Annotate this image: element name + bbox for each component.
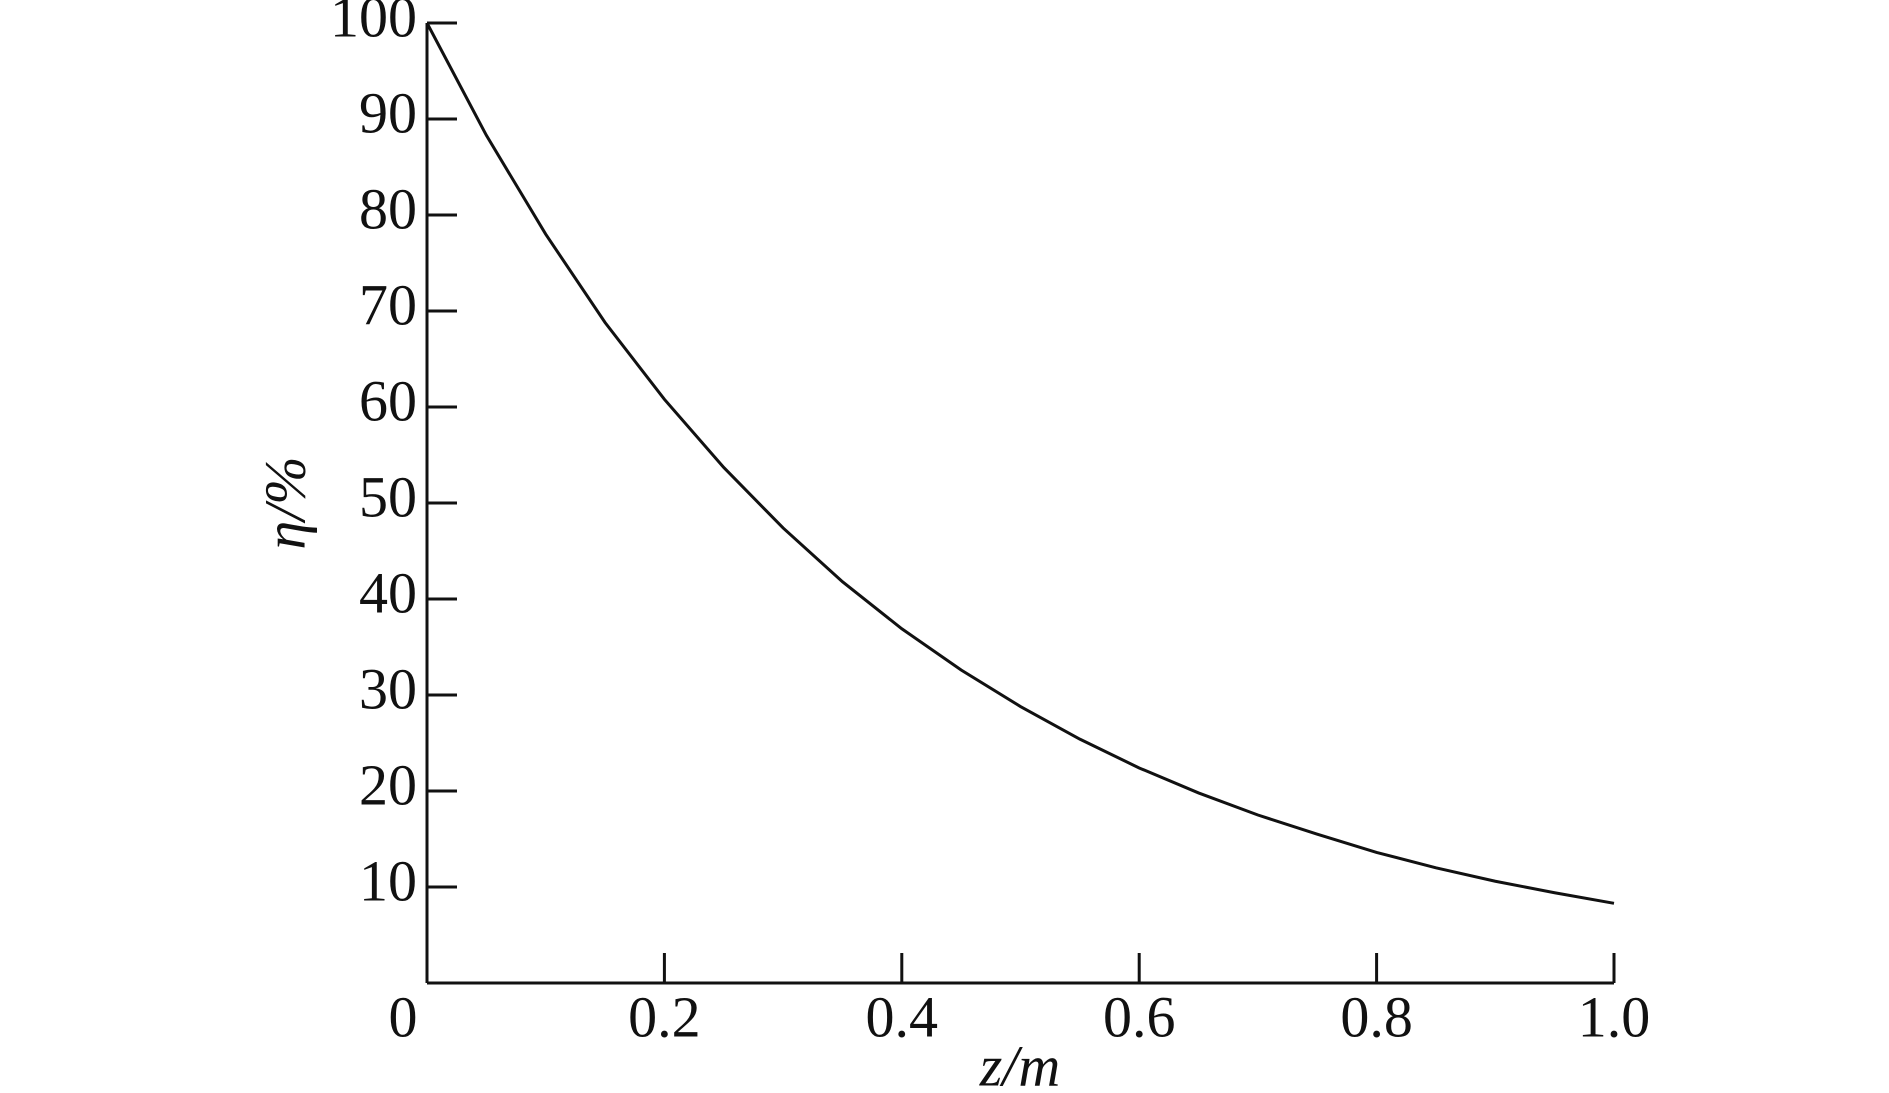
y-tick-label: 10 <box>359 848 417 913</box>
y-tick-label: 80 <box>359 176 417 241</box>
y-tick-label: 30 <box>359 656 417 721</box>
y-tick-label: 90 <box>359 80 417 145</box>
y-tick-label: 20 <box>359 752 417 817</box>
x-tick-label: 0 <box>389 984 418 1049</box>
y-tick-label: 70 <box>359 272 417 337</box>
y-axis-label: η/% <box>252 456 317 549</box>
x-tick-label: 0.6 <box>1103 984 1176 1049</box>
y-tick-label: 100 <box>330 0 417 49</box>
x-tick-label: 0.8 <box>1340 984 1413 1049</box>
y-tick-label: 40 <box>359 560 417 625</box>
x-tick-label: 0.2 <box>628 984 701 1049</box>
x-tick-label: 0.4 <box>866 984 939 1049</box>
line-series <box>425 22 1615 905</box>
y-tick-label: 60 <box>359 368 417 433</box>
x-axis-label: z/m <box>979 1033 1061 1093</box>
x-tick-label: 1.0 <box>1578 984 1651 1049</box>
y-tick-label: 50 <box>359 464 417 529</box>
